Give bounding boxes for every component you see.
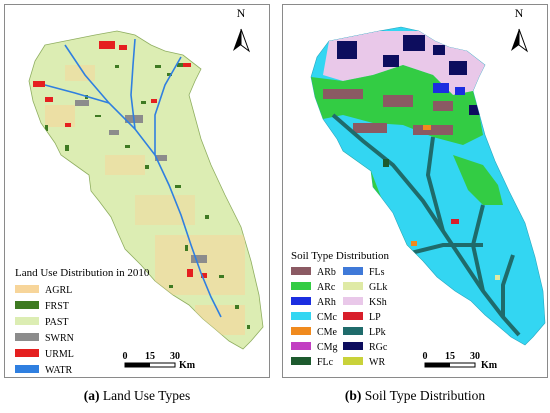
legend-swatch	[291, 342, 311, 350]
north-arrow-icon	[511, 28, 529, 53]
legend-label: ARc	[317, 282, 336, 293]
legend-item-agrl: AGRL	[15, 285, 72, 296]
scale-tick-30: 30	[170, 351, 180, 362]
legend-swatch	[15, 285, 39, 293]
legend-swatch	[291, 312, 311, 320]
legend-swatch	[343, 297, 363, 305]
legend-label: LPk	[369, 327, 386, 338]
scale-bar: 0 15 30 Km	[123, 351, 196, 371]
legend-label: LP	[369, 312, 381, 323]
legend-swatch	[15, 301, 39, 309]
legend-swatch	[343, 342, 363, 350]
soil-type-legend: ARb FLs ARc GLk ARh KSh CMc LP CMe LPk CMg RGc FLc WR	[291, 267, 388, 368]
legend-label: WATR	[45, 365, 73, 376]
legend-label: RGc	[369, 342, 388, 353]
legend-label: CMe	[317, 327, 338, 338]
caption-soil-type: (b) Soil Type Distribution	[282, 388, 548, 404]
legend-swatch	[15, 349, 39, 357]
land-use-map-panel: N Land Use Distribution in 2010 AGRL FRST…	[4, 4, 270, 378]
legend-item-cme: CMe	[291, 327, 338, 338]
legend-title: Soil Type Distribution	[291, 250, 390, 262]
legend-label: FRST	[45, 301, 69, 312]
soil-type-map: N Soil Type Distribution ARb FLs ARc GLk ARh…	[291, 6, 546, 371]
north-label: N	[515, 6, 524, 20]
legend-item-arb: ARb	[291, 267, 336, 278]
legend-label: FLs	[369, 267, 385, 278]
legend-item-lpk: LPk	[343, 327, 386, 338]
legend-label: CMc	[317, 312, 338, 323]
legend-item-fls: FLs	[343, 267, 385, 278]
legend-swatch	[291, 267, 311, 275]
river-network	[44, 38, 222, 318]
legend-swatch	[343, 357, 363, 365]
scale-tick-15: 15	[145, 351, 155, 362]
legend-label: PAST	[45, 317, 69, 328]
legend-swatch	[15, 317, 39, 325]
legend-item-watr: WATR	[15, 365, 73, 376]
legend-swatch	[291, 282, 311, 290]
legend-swatch	[15, 333, 39, 341]
legend-swatch	[15, 365, 39, 373]
north-arrow-icon	[233, 28, 251, 53]
scale-tick-30: 30	[470, 351, 480, 362]
legend-item-cmc: CMc	[291, 312, 338, 323]
legend-item-ksh: KSh	[343, 297, 387, 308]
legend-label: SWRN	[45, 333, 74, 344]
north-label: N	[237, 6, 246, 20]
caption-label: (b)	[344, 388, 362, 403]
legend-item-glk: GLk	[343, 282, 387, 293]
legend-label: WR	[369, 357, 385, 368]
legend-swatch	[291, 357, 311, 365]
legend-label: AGRL	[45, 285, 72, 296]
caption-label: (a)	[83, 388, 100, 403]
legend-swatch	[343, 327, 363, 335]
scale-tick-0: 0	[123, 351, 128, 362]
legend-item-frst: FRST	[15, 301, 69, 312]
legend-swatch	[343, 312, 363, 320]
legend-item-urml: URML	[15, 349, 74, 360]
scale-unit: Km	[179, 360, 196, 371]
land-use-map: N Land Use Distribution in 2010 AGRL FRST…	[15, 6, 264, 376]
legend-item-flc: FLc	[291, 357, 334, 368]
scale-bar: 0 15 30 Km	[423, 351, 498, 371]
legend-label: CMg	[317, 342, 338, 353]
legend-item-wr: WR	[343, 357, 385, 368]
legend-item-arc: ARc	[291, 282, 336, 293]
legend-title: Land Use Distribution in 2010	[15, 267, 150, 279]
legend-item-swrn: SWRN	[15, 333, 74, 344]
legend-item-arh: ARh	[291, 297, 336, 308]
legend-label: KSh	[369, 297, 387, 308]
legend-item-past: PAST	[15, 317, 69, 328]
caption-text: Soil Type Distribution	[364, 388, 486, 403]
legend-item-cmg: CMg	[291, 342, 338, 353]
caption-land-use: (a) Land Use Types	[4, 388, 270, 404]
scale-tick-15: 15	[445, 351, 455, 362]
land-use-legend: AGRL FRST PAST SWRN URML WATR	[15, 285, 74, 376]
legend-swatch	[343, 282, 363, 290]
soil-type-map-panel: N Soil Type Distribution ARb FLs ARc GLk ARh…	[282, 4, 548, 378]
legend-item-lp: LP	[343, 312, 381, 323]
legend-swatch	[291, 327, 311, 335]
scale-unit: Km	[481, 360, 498, 371]
legend-item-rgc: RGc	[343, 342, 388, 353]
legend-label: GLk	[369, 282, 387, 293]
scale-tick-0: 0	[423, 351, 428, 362]
caption-text: Land Use Types	[102, 388, 191, 403]
legend-swatch	[343, 267, 363, 275]
legend-swatch	[291, 297, 311, 305]
legend-label: URML	[45, 349, 74, 360]
legend-label: FLc	[317, 357, 334, 368]
legend-label: ARh	[317, 297, 336, 308]
legend-label: ARb	[317, 267, 336, 278]
